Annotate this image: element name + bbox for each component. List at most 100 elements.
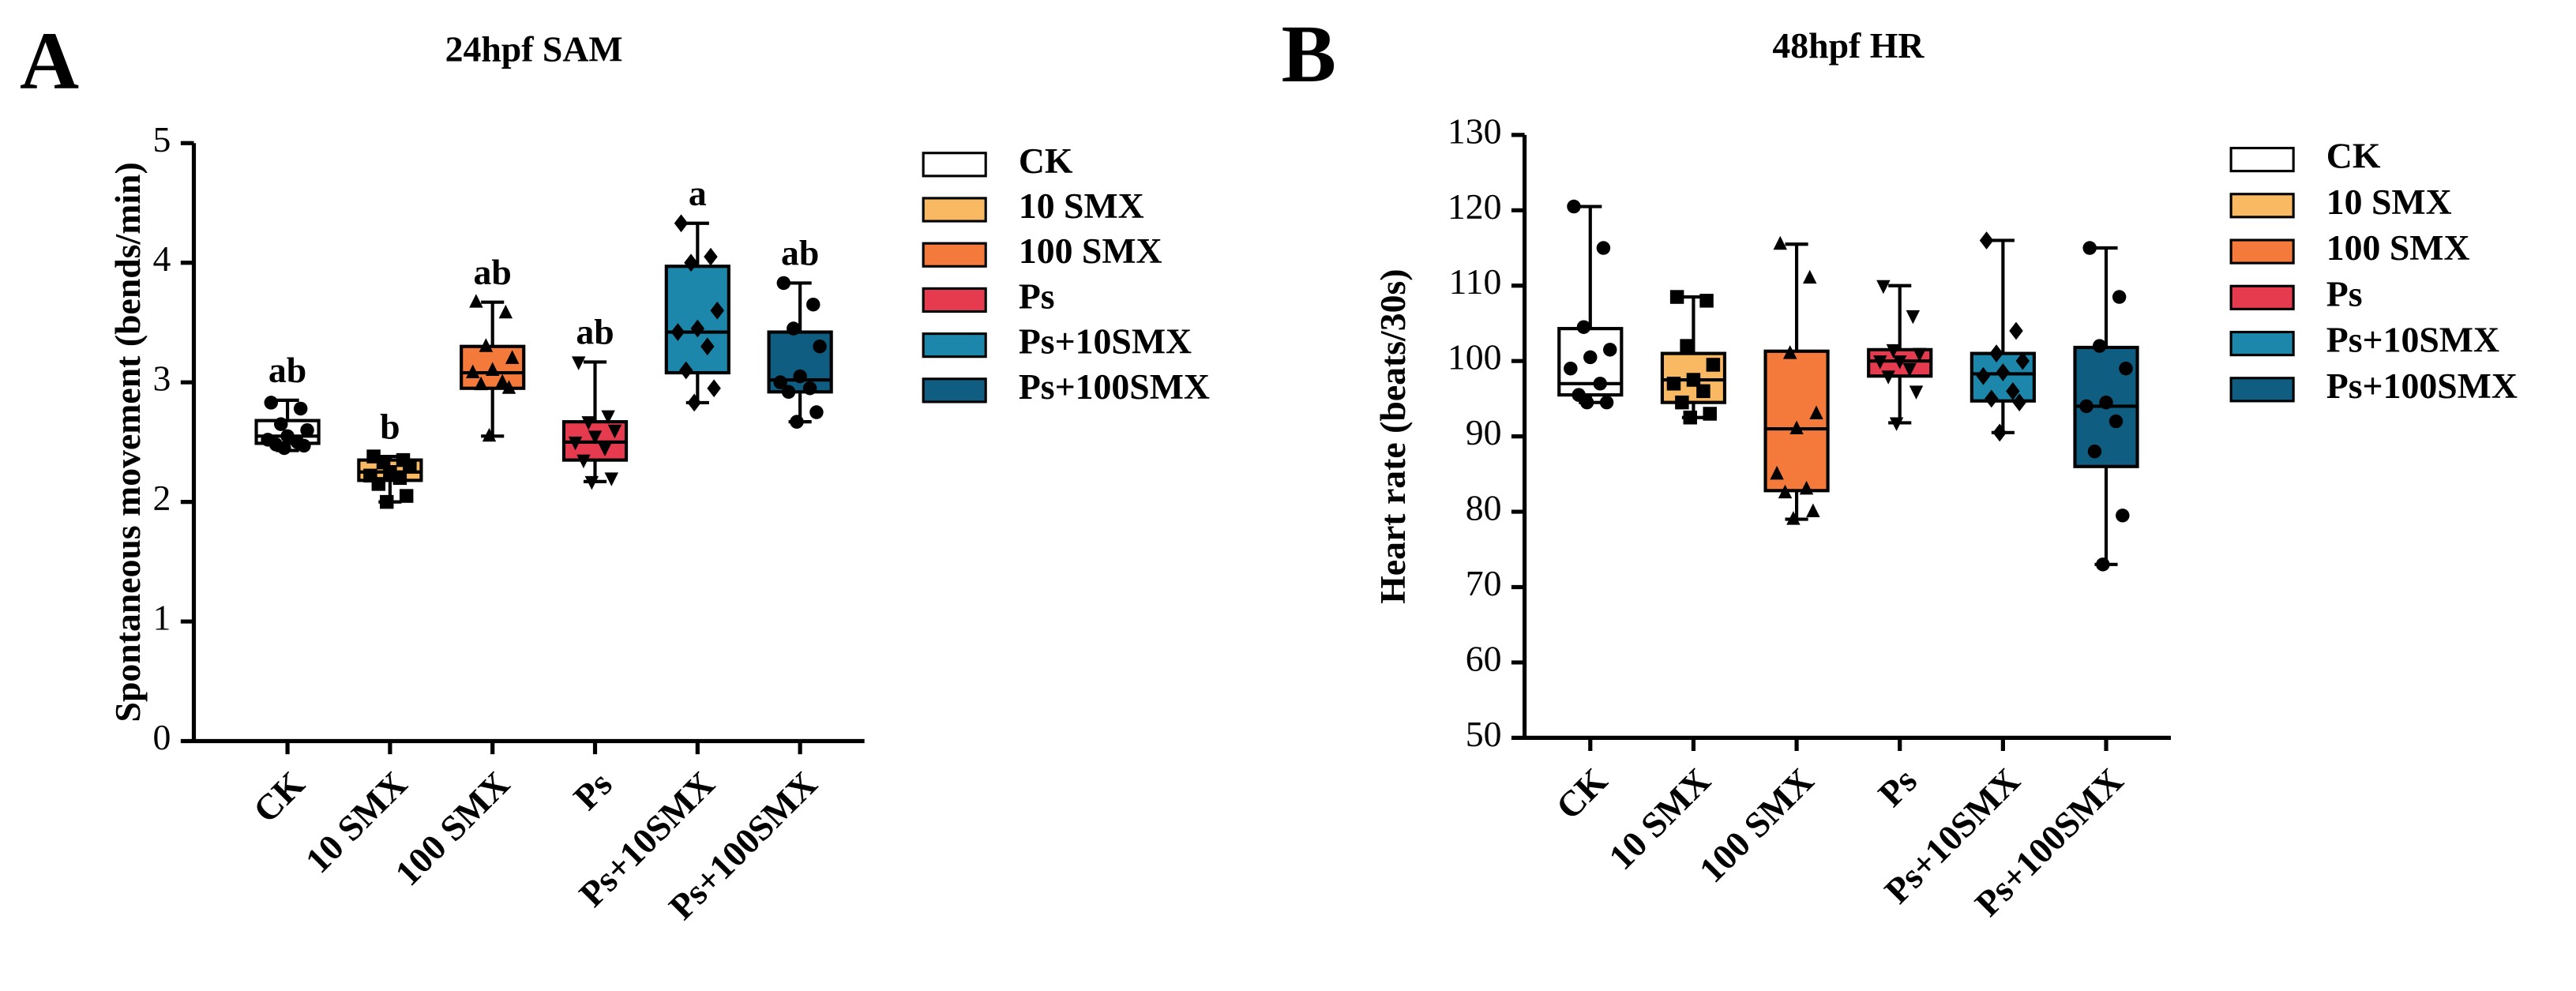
data-point	[1683, 411, 1698, 425]
data-point	[2087, 444, 2102, 459]
data-point	[1802, 269, 1817, 284]
legend-label: CK	[1019, 141, 1073, 181]
data-point	[479, 338, 494, 352]
data-point	[1696, 384, 1710, 399]
y-tick-label: 90	[1466, 412, 1502, 452]
data-point	[793, 369, 807, 384]
x-tick-label: CK	[1548, 760, 1615, 827]
data-point	[806, 297, 820, 312]
data-point	[802, 381, 817, 396]
legend-label: 10 SMX	[2326, 182, 2452, 222]
data-point	[1564, 361, 1578, 376]
y-tick-label: 50	[1466, 714, 1502, 754]
data-point	[1579, 395, 1594, 410]
y-tick-label: 1	[152, 598, 171, 638]
data-point	[1778, 484, 1793, 499]
data-point	[1976, 366, 1991, 385]
box	[664, 265, 730, 375]
y-tick-label: 0	[152, 717, 171, 757]
y-tick-label: 2	[152, 478, 171, 518]
data-point	[684, 253, 698, 272]
data-point	[1892, 355, 1907, 370]
data-point	[485, 362, 500, 377]
data-point	[1583, 350, 1598, 365]
data-point	[2015, 351, 2030, 370]
x-tick-label: 100 SMX	[387, 764, 517, 894]
data-point	[776, 276, 791, 291]
data-point	[1786, 511, 1801, 525]
data-point	[604, 472, 619, 486]
data-point	[607, 424, 622, 439]
legend-swatch	[922, 197, 987, 223]
data-point	[584, 475, 599, 490]
data-point	[568, 436, 583, 451]
y-tick-label: 110	[1449, 261, 1502, 302]
data-point	[1799, 480, 1814, 495]
data-point	[790, 415, 804, 429]
data-point	[371, 477, 386, 491]
data-point	[1886, 343, 1901, 358]
data-point	[300, 423, 314, 437]
y-tick-label: 5	[152, 119, 171, 160]
data-point	[687, 393, 701, 412]
legend-label: Ps+100SMX	[2326, 366, 2518, 406]
data-point	[1996, 363, 2011, 381]
data-point	[1576, 320, 1591, 334]
data-point	[1992, 423, 2007, 442]
data-point	[1902, 362, 1917, 377]
data-point	[787, 321, 801, 336]
y-tick-label: 80	[1466, 488, 1502, 528]
legend-swatch	[2229, 377, 2295, 403]
chart-title: 24hpf SAM	[445, 28, 623, 69]
data-point	[1567, 199, 1581, 214]
legend-swatch	[2229, 284, 2295, 310]
legend-label: 100 SMX	[2326, 227, 2470, 268]
data-point	[379, 494, 394, 509]
data-point	[571, 356, 586, 370]
data-point	[277, 441, 291, 456]
data-point	[1873, 355, 1887, 370]
data-point	[495, 374, 509, 389]
x-tick-label: Ps	[565, 764, 619, 817]
data-point	[474, 376, 488, 391]
data-point	[264, 396, 278, 410]
data-point	[704, 247, 718, 266]
data-point	[2092, 339, 2107, 353]
data-point	[1773, 235, 1788, 250]
legend-swatch	[922, 242, 987, 268]
data-point	[1909, 385, 1924, 400]
data-point	[588, 430, 603, 445]
chart-title: 48hpf HR	[1772, 25, 1924, 66]
data-point	[598, 442, 612, 456]
data-point	[1979, 231, 1994, 250]
data-point	[293, 401, 308, 416]
x-tick-label: CK	[246, 764, 313, 831]
data-point	[392, 471, 407, 486]
data-point	[1806, 503, 1820, 518]
y-tick-label: 130	[1448, 111, 1502, 151]
data-point	[2006, 381, 2020, 400]
y-tick-label: 100	[1448, 337, 1502, 377]
data-point	[1706, 358, 1721, 372]
data-point	[465, 364, 480, 379]
data-point	[1699, 294, 1714, 308]
data-point	[1666, 377, 1681, 391]
legend-swatch	[2229, 330, 2295, 357]
data-point	[690, 319, 705, 338]
data-point	[501, 380, 516, 394]
y-tick-label: 70	[1466, 563, 1502, 603]
data-point	[297, 438, 311, 453]
data-point	[809, 405, 824, 419]
data-point	[2116, 509, 2130, 523]
data-point	[781, 385, 796, 400]
panel-label: B	[1282, 9, 1336, 99]
data-point	[1876, 280, 1891, 295]
data-point	[1703, 407, 1717, 421]
x-tick-label: 100 SMX	[1692, 760, 1822, 891]
data-point	[482, 427, 497, 442]
panel-label: A	[20, 16, 79, 107]
y-tick-label: 120	[1448, 186, 1502, 227]
data-point	[710, 301, 725, 320]
data-point	[505, 350, 520, 364]
